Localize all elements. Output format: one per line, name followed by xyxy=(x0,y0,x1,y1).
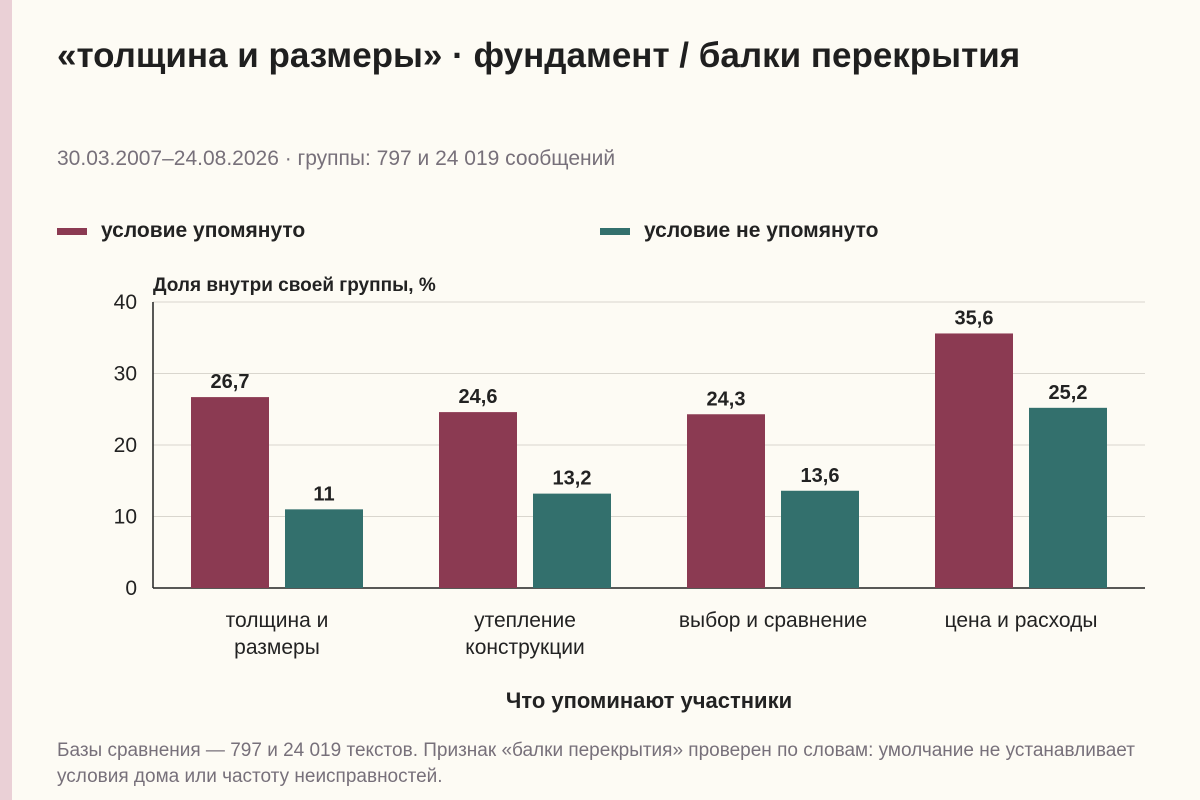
bar xyxy=(1029,407,1107,588)
data-label: 13,2 xyxy=(553,468,592,490)
y-tick-label: 20 xyxy=(114,434,137,457)
data-label: 13,6 xyxy=(801,465,840,487)
accent-bar xyxy=(0,0,12,800)
x-tick-label: цена и расходы xyxy=(945,609,1098,632)
y-tick-label: 40 xyxy=(114,291,137,314)
x-tick-label: конструкции xyxy=(465,636,584,659)
data-label: 24,3 xyxy=(707,388,746,410)
x-tick-label: утепление xyxy=(474,609,576,632)
legend-label-not-mentioned: условие не упомянуто xyxy=(644,219,879,242)
footnote: Базы сравнения — 797 и 24 019 текстов. П… xyxy=(57,740,1135,787)
bar xyxy=(533,493,611,588)
data-label: 35,6 xyxy=(955,307,994,329)
bar xyxy=(191,397,269,588)
x-tick-label: размеры xyxy=(234,636,320,659)
x-axis-label: Что упоминают участники xyxy=(506,688,792,713)
legend-item-not-mentioned: условие не упомянуто xyxy=(600,219,878,243)
legend-swatch-not-mentioned xyxy=(600,227,630,235)
y-tick-label: 0 xyxy=(125,577,137,600)
y-tick-label: 30 xyxy=(114,363,137,386)
y-tick-label: 10 xyxy=(114,506,137,529)
bar xyxy=(687,414,765,588)
y-axis-label: Доля внутри своей группы, % xyxy=(153,275,436,296)
legend-label-mentioned: условие упомянуто xyxy=(101,219,306,242)
x-tick-label: толщина и xyxy=(226,609,329,632)
bar xyxy=(781,490,859,588)
legend-swatch-mentioned xyxy=(57,227,87,235)
legend-item-mentioned: условие упомянуто xyxy=(57,219,305,243)
bar xyxy=(935,333,1013,588)
bar xyxy=(285,509,363,588)
chart-subtitle: 30.03.2007–24.08.2026 · группы: 797 и 24… xyxy=(57,147,616,170)
chart-title: «толщина и размеры» · фундамент / балки … xyxy=(57,36,1021,75)
x-tick-label: выбор и сравнение xyxy=(679,609,867,632)
data-label: 24,6 xyxy=(459,386,498,408)
data-label: 11 xyxy=(313,483,334,505)
data-label: 25,2 xyxy=(1049,382,1088,404)
bar xyxy=(439,412,517,588)
data-label: 26,7 xyxy=(211,371,250,393)
